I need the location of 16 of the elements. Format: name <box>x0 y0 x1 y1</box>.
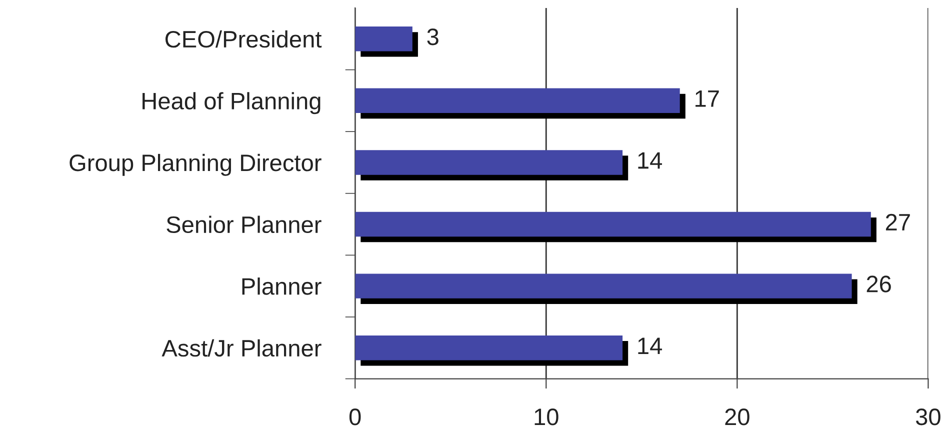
y-tick-label: Senior Planner <box>166 216 322 234</box>
y-tick-label: CEO/President <box>165 30 322 48</box>
y-tick-label: Asst/Jr Planner <box>162 339 322 357</box>
data-label: 14 <box>638 152 662 169</box>
data-label: 3 <box>427 28 438 46</box>
data-label: 27 <box>886 214 910 230</box>
y-tick-label: Planner <box>242 278 322 295</box>
data-label: 17 <box>696 90 719 107</box>
x-tick-label: 30 <box>916 408 940 426</box>
y-tick-label: Group Planning Director <box>70 154 322 176</box>
data-label: 26 <box>866 276 891 292</box>
x-tick-label: 10 <box>534 408 558 426</box>
x-tick-label: 20 <box>725 408 750 426</box>
data-label: 14 <box>638 338 662 354</box>
y-tick-label: Head of Planning <box>142 92 320 114</box>
x-tick-label: 0 <box>349 408 361 426</box>
